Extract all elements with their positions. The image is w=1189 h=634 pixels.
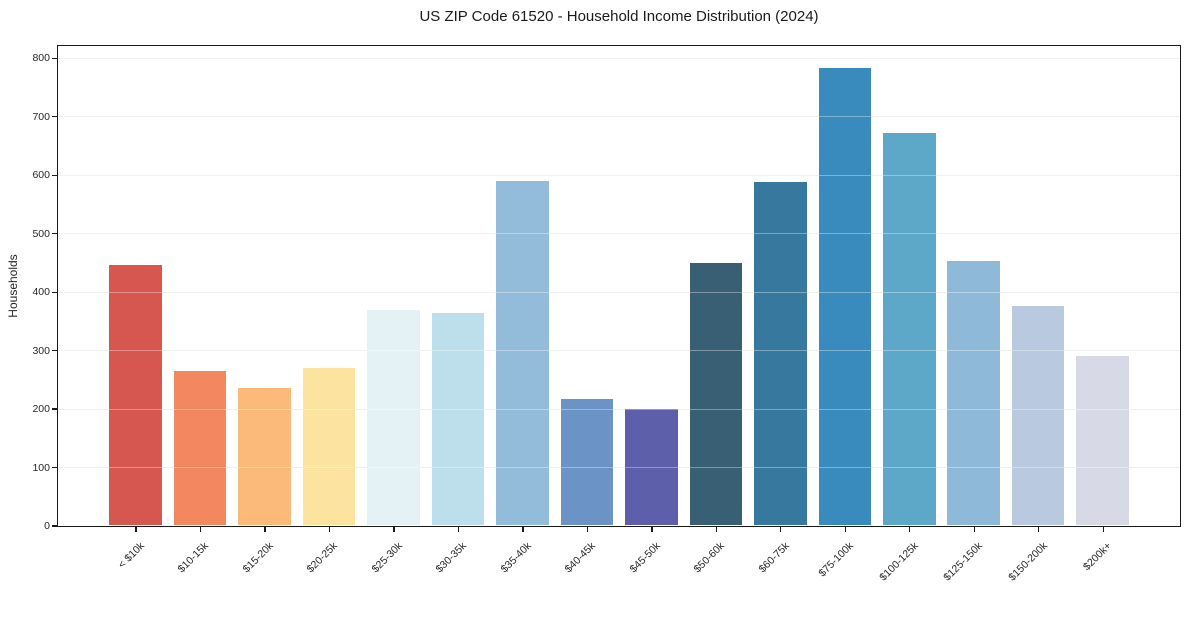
x-tick-mark (780, 527, 782, 532)
bar-100-125k (883, 132, 936, 525)
x-tick-mark (457, 527, 460, 532)
bar-15-20k (238, 388, 291, 525)
y-tick-mark (52, 291, 57, 293)
x-tick-mark (393, 527, 395, 532)
y-tick-label: 600 (32, 169, 50, 182)
bar-75-100k (818, 67, 872, 525)
x-tick-mark (264, 527, 266, 532)
y-tick-label: 800 (32, 52, 50, 65)
y-tick-mark (52, 57, 57, 59)
y-tick-label: 300 (32, 344, 50, 357)
bar-45-50k (625, 408, 678, 525)
gridline (58, 350, 1180, 352)
gridline (58, 233, 1180, 235)
y-tick-label: 500 (32, 227, 50, 240)
y-tick-mark (52, 233, 57, 235)
gridline (58, 291, 1180, 293)
y-tick-label: 400 (32, 286, 50, 299)
gridline (58, 174, 1180, 176)
gridline (58, 116, 1180, 118)
x-tick-mark (1102, 527, 1104, 532)
x-tick-mark (135, 527, 137, 532)
y-tick-mark (52, 116, 57, 118)
x-tick-mark (715, 527, 718, 532)
bar-40-45k (560, 398, 614, 525)
bar-125-150k (947, 261, 1000, 525)
bar-25-30k (367, 310, 420, 525)
figure: US ZIP Code 61520 - Household Income Dis… (6, 8, 1181, 583)
gridline (58, 467, 1180, 469)
bar-35-40k (496, 181, 549, 525)
x-tick-mark (651, 527, 653, 532)
y-tick-label: 700 (32, 110, 50, 123)
chart-title: US ZIP Code 61520 - Household Income Dis… (419, 8, 819, 25)
plot-area (57, 45, 1181, 527)
bar-150-200k (1011, 306, 1065, 525)
x-tick-mark (909, 527, 911, 532)
x-tick-mark (844, 527, 846, 532)
y-tick-label: 200 (32, 403, 50, 416)
gridline (58, 57, 1180, 59)
y-tick-label: 0 (44, 520, 50, 532)
bar-10-15k (173, 370, 227, 525)
y-tick-mark (52, 350, 57, 352)
x-tick-mark (1038, 527, 1040, 532)
y-tick-mark (52, 466, 57, 469)
y-tick-mark (52, 408, 57, 410)
y-tick-mark (52, 174, 57, 176)
x-tick-mark (328, 527, 331, 532)
bar-30-35k (431, 313, 485, 525)
x-tick-mark (973, 527, 975, 532)
x-tick-mark (199, 527, 202, 532)
y-tick-mark (52, 525, 57, 527)
bar-50-60k (689, 263, 743, 525)
bar-20-25k (302, 367, 356, 525)
bar-60-75k (754, 181, 807, 525)
x-tick-mark (522, 527, 524, 532)
x-tick-mark (586, 527, 589, 532)
gridline (58, 408, 1180, 410)
y-tick-label: 100 (32, 461, 50, 474)
bar-200k (1076, 355, 1129, 525)
bar-10k (109, 264, 162, 525)
